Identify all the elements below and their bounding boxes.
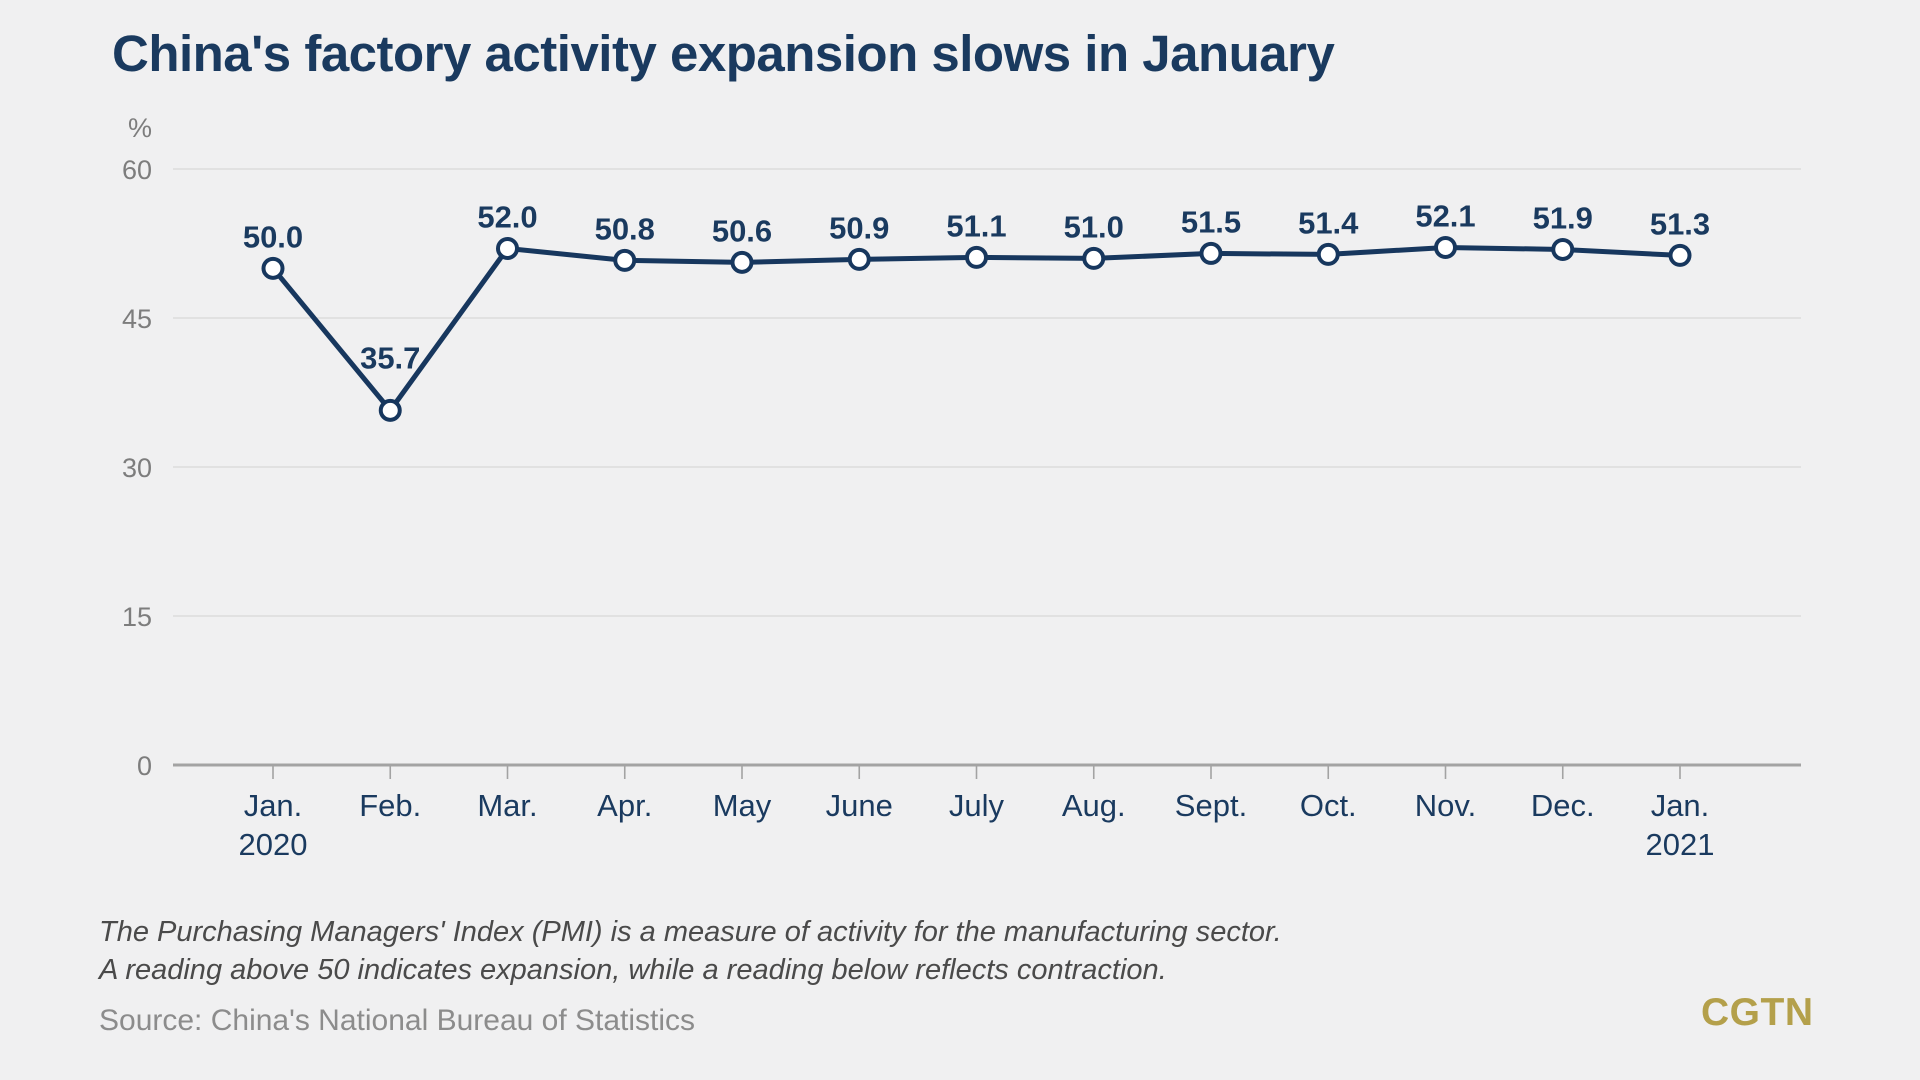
- data-value-label: 50.8: [595, 211, 655, 246]
- data-point-marker: [378, 398, 402, 422]
- data-point-marker: [496, 236, 519, 260]
- data-value-label: 52.0: [477, 199, 537, 234]
- y-axis-tick-label: 60: [122, 155, 152, 185]
- x-axis-month-label: Jan.: [1651, 788, 1710, 823]
- data-value-label: 50.6: [712, 213, 772, 248]
- data-value-label: 35.7: [360, 340, 420, 375]
- x-axis-year-label: 2020: [239, 827, 308, 862]
- y-axis-tick-label: 0: [137, 751, 152, 781]
- data-value-label: 51.0: [1064, 209, 1124, 244]
- page-title: China's factory activity expansion slows…: [112, 25, 1335, 82]
- chart-canvas: 0 15 30 45 60% Jan. 2020 Feb. Mar. Apr. May June Jul…: [122, 113, 1801, 862]
- data-value-label: 51.1: [946, 208, 1006, 243]
- data-point-marker: [1668, 243, 1692, 267]
- x-axis-month-label: June: [826, 788, 893, 823]
- x-axis-month-label: Jan.: [244, 788, 303, 823]
- data-point-marker: [1551, 237, 1575, 261]
- pmi-line-chart: 0 15 30 45 60% Jan. 2020 Feb. Mar. Apr. May June Jul…: [122, 113, 1801, 862]
- data-value-label: 50.0: [243, 219, 303, 254]
- data-point-marker: [730, 250, 754, 274]
- data-point-marker: [1434, 235, 1457, 259]
- data-point-marker: [847, 247, 871, 271]
- x-axis-month-label: Mar.: [477, 788, 537, 823]
- data-point-marker: [613, 248, 637, 272]
- data-point-marker: [965, 245, 988, 269]
- x-axis-year-label: 2021: [1646, 827, 1715, 862]
- data-value-label: 51.5: [1181, 204, 1241, 239]
- data-value-label: 51.9: [1533, 200, 1593, 235]
- x-axis-month-label: Feb.: [359, 788, 421, 823]
- footnote-line-1: The Purchasing Managers' Index (PMI) is …: [99, 916, 1282, 948]
- x-axis-month-label: Sept.: [1175, 788, 1247, 823]
- y-axis-tick-label: 30: [122, 453, 152, 483]
- data-value-label: 51.4: [1298, 205, 1359, 240]
- y-axis-tick-label: 15: [122, 602, 152, 632]
- footnote-line-2: A reading above 50 indicates expansion, …: [99, 954, 1167, 986]
- y-axis-unit-label: %: [128, 113, 152, 143]
- data-value-label: 52.1: [1415, 198, 1475, 233]
- x-axis-month-label: Dec.: [1531, 788, 1595, 823]
- x-axis-month-label: Nov.: [1415, 788, 1476, 823]
- data-value-label: 51.3: [1650, 206, 1710, 241]
- footnote: The Purchasing Managers' Index (PMI) is …: [99, 913, 1282, 989]
- data-point-marker: [1316, 242, 1340, 266]
- cgtn-logo: CGTN: [1701, 991, 1814, 1034]
- x-axis-month-label: Oct.: [1300, 788, 1357, 823]
- x-axis-month-label: July: [949, 788, 1005, 823]
- x-axis-month-label: May: [713, 788, 772, 823]
- pmi-series-line: [270, 244, 1683, 413]
- source-credit: Source: China's National Bureau of Stati…: [99, 1004, 696, 1037]
- data-value-label: 50.9: [829, 210, 889, 245]
- data-point-marker: [1082, 246, 1106, 270]
- data-point-marker: [1199, 241, 1223, 265]
- data-point-marker: [261, 256, 285, 280]
- y-axis-tick-label: 45: [122, 304, 152, 334]
- x-axis-month-label: Aug.: [1062, 788, 1126, 823]
- x-axis-month-label: Apr.: [597, 788, 652, 823]
